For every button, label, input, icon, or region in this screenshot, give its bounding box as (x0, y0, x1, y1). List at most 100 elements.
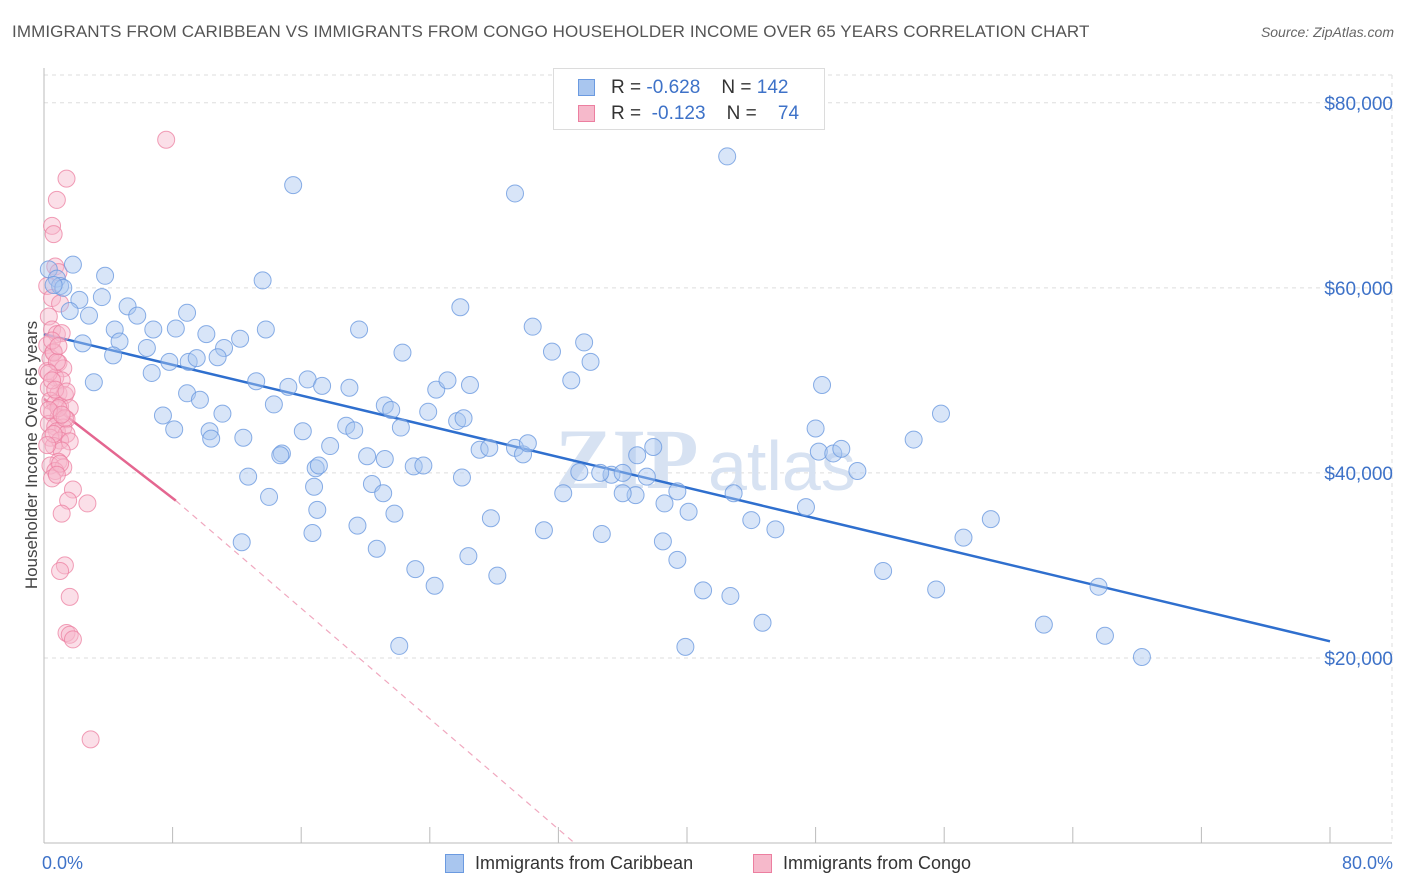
caribbean-point (232, 533, 251, 552)
caribbean-point (613, 463, 632, 482)
congo-point (51, 561, 70, 580)
caribbean-point (84, 373, 103, 392)
caribbean-point (63, 255, 82, 274)
caribbean-point (256, 320, 275, 339)
congo-point (57, 623, 76, 642)
caribbean-point (382, 400, 401, 419)
caribbean-point (766, 520, 785, 539)
caribbean-point (308, 500, 327, 519)
caribbean-point (591, 463, 610, 482)
caribbean-point (796, 498, 815, 517)
watermark-atlas: atlas (708, 427, 856, 505)
caribbean-trend-line (43, 332, 1331, 643)
caribbean-point (202, 429, 221, 448)
caribbean-point (239, 467, 258, 486)
caribbean-point (375, 396, 394, 415)
axes (43, 68, 1392, 844)
congo-point (44, 225, 63, 244)
caribbean-point (160, 352, 179, 371)
caribbean-point (404, 457, 423, 476)
caribbean-point (488, 566, 507, 585)
x-tick-label: 0.0% (42, 853, 83, 873)
caribbean-point (1034, 615, 1053, 634)
caribbean-point (644, 437, 663, 456)
congo-point (57, 382, 76, 401)
caribbean-point (321, 437, 340, 456)
caribbean-point (460, 375, 479, 394)
series-label-congo: Immigrants from Congo (783, 853, 972, 873)
series-label-caribbean: Immigrants from Caribbean (475, 853, 694, 873)
congo-point (157, 130, 176, 149)
caribbean-point (80, 306, 99, 325)
caribbean-point (613, 484, 632, 503)
caribbean-point (425, 576, 444, 595)
caribbean-point (190, 390, 209, 409)
caribbean-point (306, 459, 325, 478)
caribbean-point (753, 613, 772, 632)
caribbean-point (128, 306, 147, 325)
y-tick-labels: $20,000 $40,000 $60,000 $80,000 (1324, 94, 1393, 670)
caribbean-point (345, 421, 364, 440)
caribbean-point (303, 524, 322, 543)
caribbean-point (874, 561, 893, 580)
caribbean-point (721, 586, 740, 605)
caribbean-point (73, 334, 92, 353)
congo-point (63, 630, 82, 649)
caribbean-point (1089, 577, 1108, 596)
congo-point (46, 380, 65, 399)
caribbean-point (166, 319, 185, 338)
caribbean-point (253, 271, 272, 290)
caribbean-point (391, 418, 410, 437)
caribbean-point (187, 349, 206, 368)
caribbean-point (348, 516, 367, 535)
legend-n-label: N = (726, 103, 757, 124)
caribbean-point (570, 462, 589, 481)
caribbean-point (668, 550, 687, 569)
caribbean-point (60, 301, 79, 320)
congo-points (38, 130, 176, 749)
caribbean-point (340, 378, 359, 397)
caribbean-point (655, 494, 674, 513)
caribbean-point (375, 450, 394, 468)
x-tick-labels: 0.0% 80.0% (42, 853, 1393, 873)
caribbean-point (514, 445, 533, 464)
caribbean-point (271, 446, 290, 465)
caribbean-point (118, 297, 137, 316)
congo-point (51, 454, 70, 473)
congo-point (57, 169, 76, 188)
caribbean-point (904, 430, 923, 449)
congo-point (78, 494, 97, 513)
caribbean-point (142, 363, 161, 382)
caribbean-point (385, 504, 404, 523)
caribbean-point (313, 376, 332, 395)
legend-r-label: R = (611, 77, 642, 98)
caribbean-point (931, 404, 950, 423)
caribbean-point (197, 325, 216, 344)
caribbean-point (284, 176, 303, 195)
legend-r-caribbean: -0.628 (646, 77, 701, 98)
y-tick-label: $60,000 (1324, 279, 1393, 300)
caribbean-point (1132, 648, 1151, 667)
caribbean-point (454, 409, 473, 428)
chart-source: Source: ZipAtlas.com (1260, 24, 1394, 40)
caribbean-point (575, 333, 594, 352)
caribbean-point (309, 456, 328, 475)
caribbean-point (144, 320, 163, 339)
caribbean-point (234, 428, 253, 447)
caribbean-point (260, 487, 279, 506)
legend-r-congo: -0.123 (651, 103, 706, 124)
caribbean-point (51, 276, 70, 295)
congo-point (52, 405, 71, 424)
congo-point (49, 337, 68, 356)
caribbean-point (390, 636, 409, 655)
caribbean-point (279, 377, 298, 396)
legend-r-label: R = (611, 103, 642, 124)
y-tick-label: $20,000 (1324, 649, 1393, 670)
caribbean-point (459, 547, 478, 566)
caribbean-point (165, 420, 184, 439)
legend-n-label: N = (721, 77, 752, 98)
caribbean-point (954, 528, 973, 547)
caribbean-point (414, 456, 433, 475)
caribbean-point (628, 446, 647, 465)
